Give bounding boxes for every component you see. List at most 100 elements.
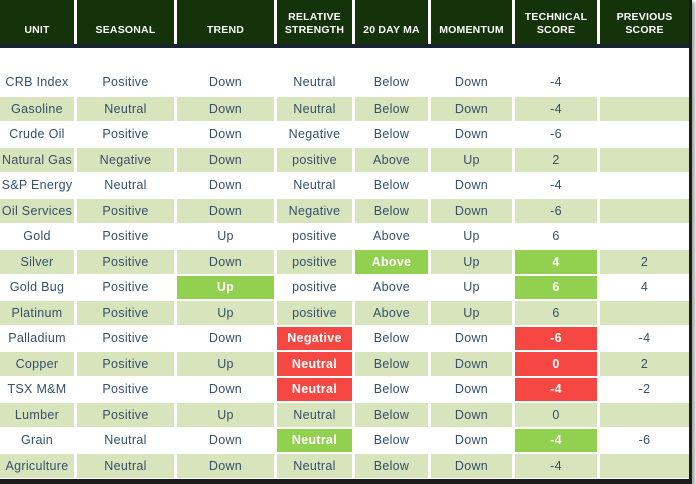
cell-seasonal: Positive	[77, 122, 174, 146]
cell-previous-score	[600, 454, 689, 478]
cell-momentum: Down	[431, 454, 512, 478]
cell-unit: Copper	[0, 352, 74, 376]
cell-trend: Down	[177, 377, 274, 401]
cell-relative-strength: positive	[277, 224, 352, 248]
cell-seasonal: Positive	[77, 326, 174, 350]
header-cell-unit: UNIT	[0, 0, 74, 44]
cell-relative-strength: Neutral	[277, 454, 352, 478]
cell-trend: Down	[177, 326, 274, 350]
cell-seasonal: Positive	[77, 275, 174, 299]
cell-seasonal: Positive	[77, 48, 174, 95]
cell-previous-score: -6	[600, 428, 689, 452]
cell-trend: Up	[177, 275, 274, 299]
header-divider	[0, 44, 689, 48]
cell-20-day-ma: Below	[355, 352, 428, 376]
cell-seasonal: Neutral	[77, 97, 174, 121]
cell-relative-strength: Negative	[277, 326, 352, 350]
cell-seasonal: Positive	[77, 377, 174, 401]
cell-technical-score: 4	[515, 250, 597, 274]
header-cell-momentum: MOMENTUM	[431, 0, 512, 44]
cell-previous-score: 2	[600, 352, 689, 376]
cell-relative-strength: Neutral	[277, 173, 352, 197]
cell-technical-score: -4	[515, 454, 597, 478]
cell-seasonal: Negative	[77, 148, 174, 172]
cell-20-day-ma: Above	[355, 301, 428, 325]
cell-trend: Down	[177, 428, 274, 452]
cell-trend: Up	[177, 352, 274, 376]
cell-technical-score: -6	[515, 122, 597, 146]
cell-trend: Up	[177, 403, 274, 427]
cell-unit: Lumber	[0, 403, 74, 427]
cell-seasonal: Positive	[77, 301, 174, 325]
cell-20-day-ma: Below	[355, 377, 428, 401]
cell-20-day-ma: Below	[355, 122, 428, 146]
cell-20-day-ma: Below	[355, 48, 428, 95]
cell-trend: Up	[177, 301, 274, 325]
cell-previous-score	[600, 199, 689, 223]
cell-momentum: Down	[431, 326, 512, 350]
cell-20-day-ma: Below	[355, 326, 428, 350]
cell-momentum: Down	[431, 199, 512, 223]
cell-momentum: Down	[431, 428, 512, 452]
cell-technical-score: 6	[515, 224, 597, 248]
cell-unit: Gasoline	[0, 97, 74, 121]
cell-momentum: Up	[431, 275, 512, 299]
cell-technical-score: -4	[515, 428, 597, 452]
cell-20-day-ma: Above	[355, 275, 428, 299]
cell-20-day-ma: Below	[355, 428, 428, 452]
cell-previous-score	[600, 97, 689, 121]
cell-seasonal: Positive	[77, 403, 174, 427]
cell-20-day-ma: Above	[355, 148, 428, 172]
cell-unit: S&P Energy	[0, 173, 74, 197]
cell-previous-score	[600, 148, 689, 172]
header-cell-trend: TREND	[177, 0, 274, 44]
header-cell-20-day-ma: 20 DAY MA	[355, 0, 428, 44]
cell-unit: Agriculture	[0, 454, 74, 478]
cell-relative-strength: Neutral	[277, 352, 352, 376]
cell-momentum: Up	[431, 148, 512, 172]
cell-previous-score: -2	[600, 377, 689, 401]
cell-relative-strength: positive	[277, 148, 352, 172]
cell-previous-score: 4	[600, 275, 689, 299]
cell-20-day-ma: Below	[355, 403, 428, 427]
cell-technical-score: 6	[515, 275, 597, 299]
cell-relative-strength: Neutral	[277, 48, 352, 95]
header-cell-seasonal: SEASONAL	[77, 0, 174, 44]
cell-unit: Palladium	[0, 326, 74, 350]
cell-unit: Natural Gas	[0, 148, 74, 172]
cell-technical-score: 0	[515, 352, 597, 376]
cell-previous-score: 2	[600, 250, 689, 274]
cell-seasonal: Positive	[77, 250, 174, 274]
cell-technical-score: -4	[515, 48, 597, 95]
cell-technical-score: -6	[515, 199, 597, 223]
cell-unit: CRB Index	[0, 48, 74, 95]
cell-seasonal: Neutral	[77, 428, 174, 452]
cell-unit: Grain	[0, 428, 74, 452]
cell-momentum: Down	[431, 352, 512, 376]
cell-relative-strength: positive	[277, 301, 352, 325]
cell-trend: Up	[177, 224, 274, 248]
cell-relative-strength: positive	[277, 250, 352, 274]
cell-trend: Down	[177, 97, 274, 121]
cell-unit: Gold	[0, 224, 74, 248]
cell-momentum: Down	[431, 173, 512, 197]
cell-unit: Silver	[0, 250, 74, 274]
cell-unit: TSX M&M	[0, 377, 74, 401]
cell-previous-score	[600, 403, 689, 427]
cell-momentum: Up	[431, 301, 512, 325]
cell-20-day-ma: Below	[355, 173, 428, 197]
cell-momentum: Down	[431, 48, 512, 95]
cell-trend: Down	[177, 250, 274, 274]
cell-trend: Down	[177, 48, 274, 95]
cell-seasonal: Neutral	[77, 454, 174, 478]
cell-trend: Down	[177, 122, 274, 146]
cell-seasonal: Positive	[77, 224, 174, 248]
header-cell-technical-score: TECHNICAL SCORE	[515, 0, 597, 44]
cell-relative-strength: Negative	[277, 199, 352, 223]
cell-seasonal: Positive	[77, 352, 174, 376]
cell-relative-strength: Neutral	[277, 97, 352, 121]
cell-momentum: Down	[431, 377, 512, 401]
cell-unit: Oil Services	[0, 199, 74, 223]
cell-20-day-ma: Below	[355, 199, 428, 223]
cell-previous-score	[600, 173, 689, 197]
